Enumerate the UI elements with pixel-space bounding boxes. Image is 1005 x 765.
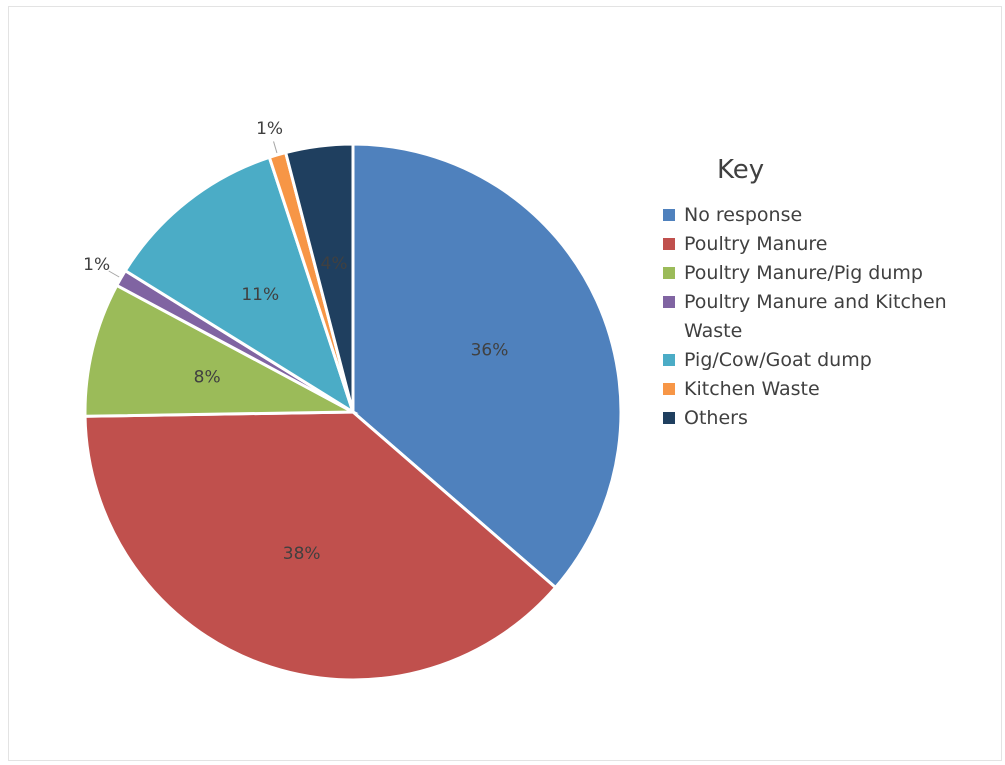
chart-frame: 36% 38% 8% 1% 11% 1% 4% Key No response Poultry… [8,6,1002,761]
legend-list: No response Poultry Manure Poultry Manure/… [661,201,991,433]
legend-label: No response [684,204,803,226]
pie-slice-poultry-manure-pig-dump [83,283,359,418]
leader-line-poultry-manure-and-kitchen-waste [108,270,120,278]
legend-swatch [663,238,675,250]
data-label-others: 4% [321,254,348,274]
legend-swatch [663,296,675,308]
legend-swatch [663,209,675,221]
legend-title: Key [717,155,765,185]
legend-label: Pig/Cow/Goat dump [684,349,872,371]
data-label-poultry-manure: 38% [283,544,321,564]
pie-slice-no-response [351,142,623,590]
pie-slice-others [283,142,355,413]
legend-item-poultry-manure-and-kitchen-waste: Poultry Manure and Kitchen Waste [661,288,991,346]
data-label-poultry-manure-and-kitchen-waste: 1% [83,255,110,275]
legend: Key No response Poultry Manure Poultry Man… [661,155,991,433]
legend-item-no-response: No response [661,201,991,230]
legend-label: Others [684,407,748,429]
data-label-no-response: 36% [471,341,509,361]
pie-slice-poultry-manure [83,410,558,682]
legend-item-poultry-manure: Poultry Manure [661,230,991,259]
data-label-pig-cow-goat-dump: 11% [241,285,279,305]
legend-swatch [663,383,675,395]
pie-slice-pig-cow-goat-dump [123,155,356,416]
legend-label: Poultry Manure [684,233,828,255]
legend-item-poultry-manure-pig-dump: Poultry Manure/Pig dump [661,259,991,288]
data-label-kitchen-waste: 1% [256,119,283,139]
legend-label: Poultry Manure/Pig dump [684,262,923,284]
legend-item-others: Others [661,404,991,433]
legend-item-kitchen-waste: Kitchen Waste [661,375,991,404]
legend-item-pig-cow-goat-dump: Pig/Cow/Goat dump [661,346,991,375]
leader-line-kitchen-waste [273,141,278,154]
legend-swatch [663,412,675,424]
pie-chart: 36% 38% 8% 1% 11% 1% 4% [83,119,623,682]
data-label-poultry-manure-pig-dump: 8% [194,368,221,388]
legend-label: Poultry Manure and Kitchen Waste [684,291,947,342]
legend-swatch [663,267,675,279]
legend-swatch [663,354,675,366]
legend-label: Kitchen Waste [684,378,820,400]
